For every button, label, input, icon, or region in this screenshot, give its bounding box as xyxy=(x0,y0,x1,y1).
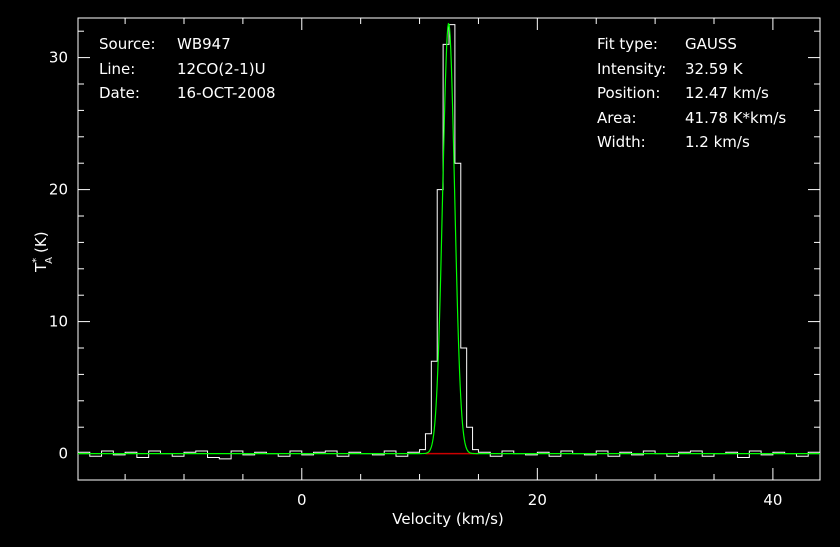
x-tick-label: 20 xyxy=(528,491,547,509)
y-tick-label: 30 xyxy=(49,49,68,67)
plot-frame xyxy=(77,17,821,481)
x-tick-label: 40 xyxy=(763,491,782,509)
info-value: 41.78 K*km/s xyxy=(685,108,787,127)
info-value: 16-OCT-2008 xyxy=(177,84,276,102)
spectrum-histogram xyxy=(78,24,820,460)
info-value: 32.59 K xyxy=(685,59,743,78)
info-value: GAUSS xyxy=(685,35,737,53)
x-tick-label: 0 xyxy=(297,491,307,509)
x-axis-label: Velocity (km/s) xyxy=(392,510,503,528)
info-label: Width: xyxy=(597,133,646,151)
y-tick-label: 10 xyxy=(49,313,68,331)
y-tick-label: 0 xyxy=(58,445,68,463)
info-label: Area: xyxy=(597,108,637,127)
info-label: Intensity: xyxy=(597,59,667,78)
info-label: Line: xyxy=(99,59,136,78)
info-label: Fit type: xyxy=(597,35,658,53)
gaussian-fit-curve xyxy=(78,22,820,455)
y-axis-label: T* A(K) xyxy=(14,230,55,290)
info-value: 1.2 km/s xyxy=(685,133,750,151)
info-label: Date: xyxy=(99,84,140,102)
svg-text:T*A(K): T* A(K) xyxy=(31,231,54,273)
y-tick-label: 20 xyxy=(49,181,68,199)
info-label: Source: xyxy=(99,35,156,53)
info-value: 12CO(2-1)U xyxy=(177,59,266,78)
info-label: Position: xyxy=(597,84,661,102)
info-value: WB947 xyxy=(177,35,231,53)
info-value: 12.47 km/s xyxy=(685,84,769,102)
